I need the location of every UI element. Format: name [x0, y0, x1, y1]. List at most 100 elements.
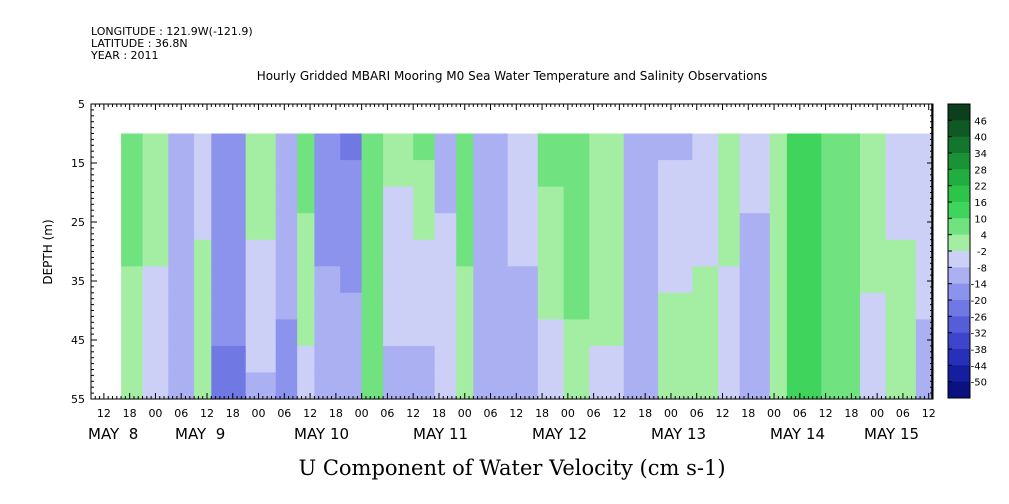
velocity-cell: [860, 213, 887, 241]
velocity-cell: [275, 239, 298, 267]
velocity-cell: [211, 213, 247, 241]
x-axis: 12 18 00 06 12 18 00 06 12 18 00 06 12 18 00 06 12 18 00 06…: [88, 104, 936, 443]
colorbar-label: -20: [971, 296, 987, 307]
colorbar-label: -32: [971, 329, 987, 340]
velocity-cell: [121, 160, 144, 188]
velocity-cell: [507, 133, 539, 161]
velocity-cell: [563, 345, 590, 374]
velocity-cell: [473, 133, 509, 161]
velocity-cell: [786, 186, 822, 214]
velocity-cell: [692, 266, 719, 294]
velocity-cell: [589, 372, 625, 400]
velocity-cell: [314, 213, 341, 241]
velocity-cell: [739, 239, 771, 267]
velocity-cell: [658, 133, 694, 161]
velocity-cell: [340, 133, 363, 161]
velocity-cell: [537, 319, 565, 347]
velocity-cell: [692, 160, 719, 188]
velocity-cell: [915, 345, 934, 374]
latitude-label: LATITUDE : 36.8N: [91, 37, 188, 50]
velocity-cell: [860, 345, 887, 374]
chart-title: Hourly Gridded MBARI Mooring M0 Sea Wate…: [257, 69, 768, 83]
velocity-cell: [786, 213, 822, 241]
velocity-cell: [623, 345, 659, 374]
colorbar-label: 16: [974, 198, 987, 209]
velocity-cell: [623, 266, 659, 294]
velocity-cell: [915, 372, 934, 400]
x-day-label: MAY 8: [88, 425, 138, 443]
colorbar-swatch: [948, 316, 970, 334]
velocity-cell: [168, 319, 195, 347]
velocity-cell: [473, 186, 509, 214]
velocity-cell: [769, 186, 788, 214]
velocity-cell: [211, 239, 247, 267]
velocity-cell: [297, 266, 315, 294]
colorbar-label: -2: [977, 247, 987, 258]
velocity-cell: [314, 239, 341, 267]
velocity-cell: [413, 319, 436, 347]
velocity-cell: [383, 319, 414, 347]
y-tick-label: 5: [78, 98, 85, 111]
velocity-band: [340, 133, 363, 400]
velocity-cell: [563, 133, 590, 161]
velocity-cell: [821, 213, 861, 241]
velocity-band: [623, 133, 659, 400]
velocity-cell: [434, 160, 457, 188]
velocity-cell: [692, 292, 719, 320]
velocity-cell: [473, 345, 509, 374]
velocity-cell: [121, 186, 144, 214]
x-tick-label: 18: [741, 407, 755, 420]
velocity-cell: [275, 345, 298, 374]
colorbar-swatch: [948, 136, 970, 154]
y-tick-label: 55: [71, 393, 85, 406]
velocity-cell: [383, 292, 414, 320]
velocity-cell: [537, 239, 565, 267]
velocity-cell: [885, 239, 917, 267]
velocity-band: [860, 133, 887, 400]
velocity-cell: [297, 186, 315, 214]
velocity-cell: [361, 319, 384, 347]
colorbar-label: 46: [974, 116, 987, 127]
velocity-cell: [361, 292, 384, 320]
velocity-cell: [413, 133, 436, 161]
velocity-cell: [786, 345, 822, 374]
velocity-cell: [142, 133, 169, 161]
velocity-cell: [623, 372, 659, 400]
velocity-cell: [211, 160, 247, 188]
velocity-cell: [786, 292, 822, 320]
velocity-cell: [434, 239, 457, 267]
velocity-cell: [563, 186, 590, 214]
velocity-cell: [786, 160, 822, 188]
velocity-cell: [769, 239, 788, 267]
velocity-cell: [383, 186, 414, 214]
velocity-cell: [456, 319, 474, 347]
x-tick-label: 12: [716, 407, 730, 420]
velocity-cell: [885, 186, 917, 214]
velocity-cell: [211, 186, 247, 214]
velocity-band: [434, 133, 457, 400]
x-tick-label: 06: [380, 407, 394, 420]
velocity-cell: [769, 160, 788, 188]
velocity-cell: [769, 345, 788, 374]
velocity-cell: [915, 266, 934, 294]
velocity-cell: [769, 319, 788, 347]
velocity-cell: [739, 133, 771, 161]
velocity-cell: [456, 266, 474, 294]
velocity-cell: [786, 266, 822, 294]
plot-area: [90, 103, 934, 400]
velocity-cell: [718, 213, 741, 241]
velocity-cell: [658, 160, 694, 188]
velocity-cell: [885, 133, 917, 161]
velocity-cell: [194, 266, 212, 294]
velocity-cell: [860, 319, 887, 347]
colorbar-label: 34: [974, 149, 987, 160]
velocity-cell: [211, 372, 247, 400]
velocity-cell: [507, 213, 539, 241]
velocity-cell: [413, 345, 436, 374]
velocity-cell: [275, 186, 298, 214]
velocity-cell: [739, 372, 771, 400]
velocity-cell: [456, 213, 474, 241]
velocity-cell: [589, 133, 625, 161]
velocity-cell: [383, 239, 414, 267]
